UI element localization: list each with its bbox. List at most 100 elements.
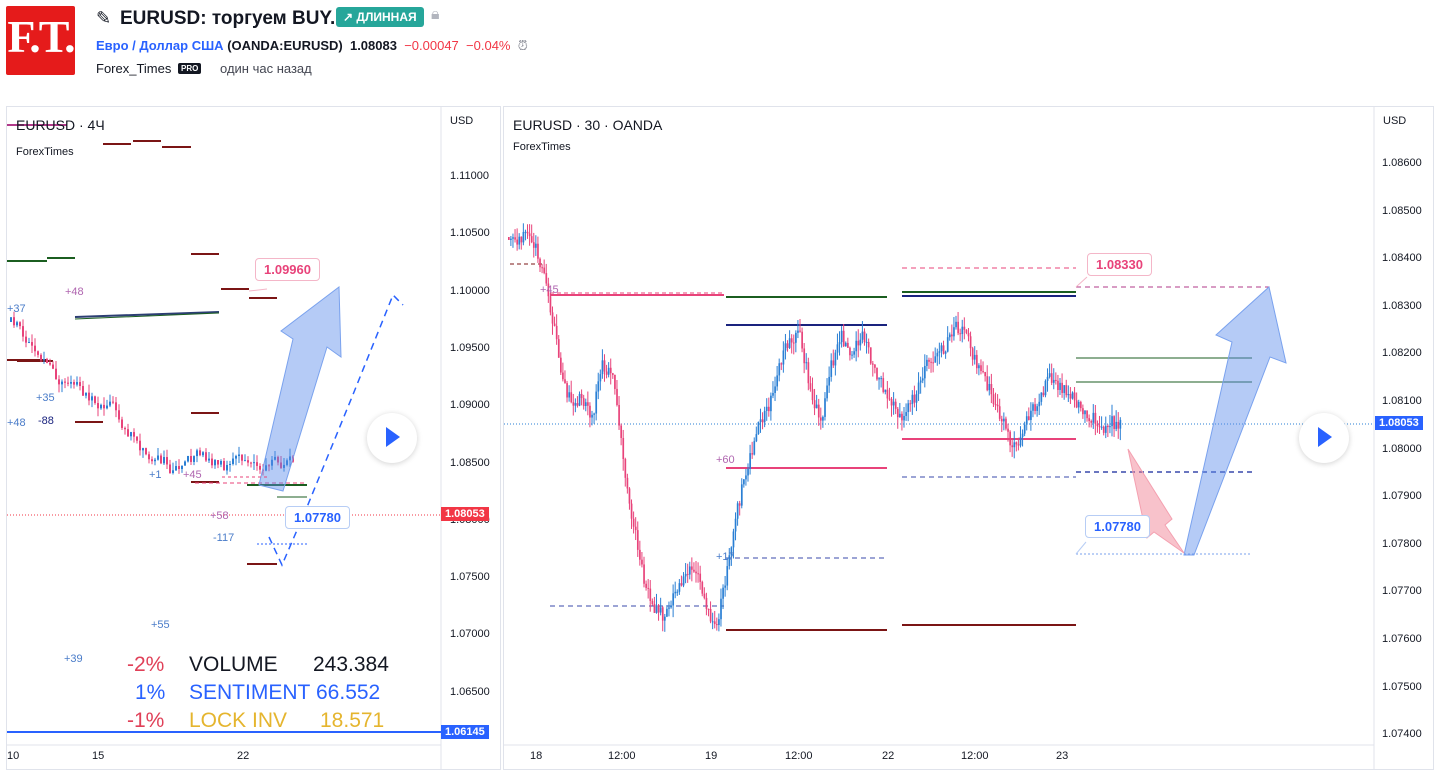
candle-body <box>259 465 261 470</box>
level-label: +60 <box>716 454 735 466</box>
right-chart-panel[interactable]: EURUSD · 30 · OANDA ForexTimes USD 1.086… <box>503 106 1434 770</box>
candle-body <box>701 581 704 594</box>
candle-body <box>1000 418 1003 422</box>
candle-body <box>809 383 812 390</box>
candle-body <box>890 399 893 406</box>
alarm-clock-icon[interactable]: ⏰︎ <box>517 38 528 53</box>
candle-body <box>553 323 556 326</box>
candle-body <box>1023 424 1026 434</box>
candle-body <box>934 356 937 363</box>
candle-body <box>580 393 583 399</box>
symbol-name[interactable]: Евро / Доллар США <box>96 38 224 53</box>
candle-body <box>551 312 554 324</box>
price-change-pct: −0.04% <box>466 38 511 53</box>
candle-body <box>22 326 24 337</box>
logo-text: F.T. <box>7 11 75 62</box>
long-badge[interactable]: ↗ ДЛИННАЯ <box>336 7 424 27</box>
left-stop-label: 1.07780 <box>285 506 350 529</box>
right-axis-unit[interactable]: USD <box>1383 115 1407 127</box>
candle-body <box>682 576 685 586</box>
candle-body <box>688 566 691 575</box>
candle-body <box>49 362 51 365</box>
candle-body <box>214 460 216 466</box>
candle-body <box>286 460 288 465</box>
candle-body <box>205 452 207 461</box>
candle-body <box>626 477 629 489</box>
candle-body <box>994 404 997 406</box>
y-axis-tick: 1.08400 <box>1382 252 1422 265</box>
candle-body <box>672 593 675 606</box>
candle-body <box>133 432 135 437</box>
candle-body <box>1034 404 1036 411</box>
candle-body <box>822 416 824 421</box>
candle-body <box>268 465 270 467</box>
candle-body <box>289 456 291 461</box>
candle-body <box>274 456 276 460</box>
candle-body <box>1073 392 1076 401</box>
candle-body <box>932 362 935 364</box>
x-axis-tick: 12:00 <box>785 750 813 762</box>
candle-body <box>659 607 662 613</box>
candle-body <box>996 404 999 407</box>
candle-body <box>557 339 560 358</box>
candle-body <box>178 466 180 470</box>
candle-body <box>711 621 714 623</box>
candle-body <box>807 362 810 384</box>
candle-body <box>805 362 808 364</box>
candle-body <box>653 604 656 613</box>
candle-body <box>1117 421 1120 429</box>
candle-body <box>616 388 618 405</box>
candle-body <box>82 386 84 396</box>
y-axis-tick: 1.07900 <box>1382 490 1422 503</box>
candle-body <box>761 419 764 423</box>
candle-body <box>85 392 87 396</box>
right-play-button[interactable] <box>1299 413 1349 463</box>
left-play-button[interactable] <box>367 413 417 463</box>
candle-body <box>1048 373 1051 377</box>
candle-body <box>649 588 652 601</box>
candle-body <box>1088 418 1091 422</box>
candle-body <box>651 600 654 605</box>
candle-body <box>43 359 45 361</box>
level-label: -117 <box>213 532 235 544</box>
right-last-price-tag: 1.08053 <box>1375 416 1423 430</box>
candle-body <box>743 479 745 485</box>
candle-body <box>988 384 991 391</box>
candle-body <box>1040 392 1043 402</box>
left-axis-unit[interactable]: USD <box>450 115 474 127</box>
candle-body <box>628 488 631 504</box>
candle-body <box>232 458 234 464</box>
candle-body <box>1071 392 1074 399</box>
candle-body <box>670 605 672 608</box>
y-axis-tick: 1.08300 <box>1382 299 1422 312</box>
candle-body <box>202 452 204 456</box>
left-chart-canvas[interactable] <box>7 107 500 769</box>
candle-body <box>597 381 600 392</box>
candle-body <box>235 456 237 459</box>
candle-body <box>181 465 183 470</box>
candle-body <box>100 404 102 409</box>
candle-body <box>530 236 533 243</box>
right-chart-canvas[interactable] <box>504 107 1433 769</box>
level-line <box>74 311 220 318</box>
x-axis-tick: 22 <box>882 750 895 762</box>
y-axis-tick: 1.08100 <box>1382 395 1422 407</box>
candle-body <box>668 607 670 609</box>
candle-body <box>707 608 710 610</box>
left-chart-panel[interactable]: EURUSD · 4Ч ForexTimes USD 1.11000 1.1050… <box>6 106 501 770</box>
right-chart-source: ForexTimes <box>513 141 571 153</box>
candle-body <box>655 605 658 613</box>
forex-times-logo[interactable]: F.T. <box>6 6 76 75</box>
candle-body <box>1007 428 1009 432</box>
candle-body <box>241 454 243 461</box>
left-target-label: 1.09960 <box>255 258 320 281</box>
volume-pct: -2% <box>127 653 165 676</box>
candle-body <box>919 380 922 383</box>
candle-body <box>869 347 872 364</box>
candle-body <box>965 329 968 333</box>
y-axis-tick: 1.08000 <box>1382 442 1422 455</box>
symbol-code[interactable]: (OANDA:EURUSD) <box>227 38 343 53</box>
candle-body <box>946 337 949 352</box>
candle-body <box>118 410 120 420</box>
author-name[interactable]: Forex_Times <box>96 61 172 76</box>
